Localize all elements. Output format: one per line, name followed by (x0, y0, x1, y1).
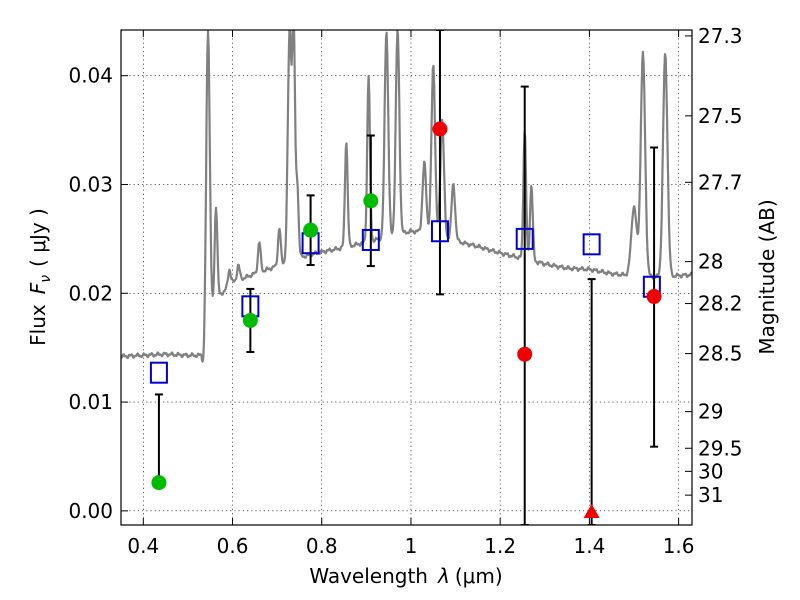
detection-point (363, 193, 379, 209)
measurement-point (432, 121, 448, 137)
detection-point (303, 222, 319, 238)
model-box (430, 220, 449, 243)
measurement-point (517, 346, 533, 362)
spectrum-line (121, 30, 692, 363)
y-tick-label: 0.01 (68, 390, 113, 414)
x-tick-label: 1.4 (573, 534, 605, 558)
model-box (582, 233, 601, 256)
plot-background (121, 30, 692, 525)
y-tick-label: 0.03 (68, 172, 113, 196)
model-box (515, 227, 534, 250)
y-tick-label: 0.00 (68, 499, 113, 523)
y-tick-label: 0.02 (68, 281, 113, 305)
x-tick-label: 0.6 (217, 534, 249, 558)
y2-tick-label: 27.5 (698, 104, 743, 128)
model-box (361, 228, 380, 251)
y-axis-label: FluxFν( μJy ) (26, 208, 54, 346)
detection-point (242, 312, 258, 328)
x-tick-label: 1 (405, 534, 418, 558)
upper-limit-marker (583, 503, 600, 518)
y2-tick-label: 27.3 (698, 24, 743, 48)
y2-tick-label: 28.2 (698, 292, 743, 316)
x-axis-label: Wavelength λ (μm) (309, 564, 502, 588)
x-tick-label: 1.6 (663, 534, 695, 558)
plot-frame (120, 29, 693, 526)
x-tick-label: 1.2 (484, 534, 516, 558)
plot-area (121, 30, 692, 525)
y2-tick-label: 28 (698, 250, 723, 274)
x-tick-label: 0.4 (127, 534, 159, 558)
y-tick-label: 0.04 (68, 64, 113, 88)
data-points (151, 121, 662, 518)
y2-tick-label: 27.7 (698, 170, 743, 194)
y2-axis-label: Magnitude (AB) (755, 199, 779, 354)
x-tick-label: 0.8 (306, 534, 338, 558)
y2-tick-label: 30 (698, 459, 723, 483)
y2-tick-label: 28.5 (698, 342, 743, 366)
y2-tick-label: 29.5 (698, 436, 743, 460)
y2-tick-label: 29 (698, 400, 723, 424)
model-box (149, 361, 168, 384)
y2-tick-label: 31 (698, 483, 723, 507)
grid (121, 30, 692, 525)
detection-point (151, 475, 167, 491)
ticks: 0.4 0.6 0.8 1 1.2 1.4 1.6 0.00 0.01 0.02 0.03 0.04 2… (68, 24, 742, 558)
measurement-point (646, 289, 662, 305)
